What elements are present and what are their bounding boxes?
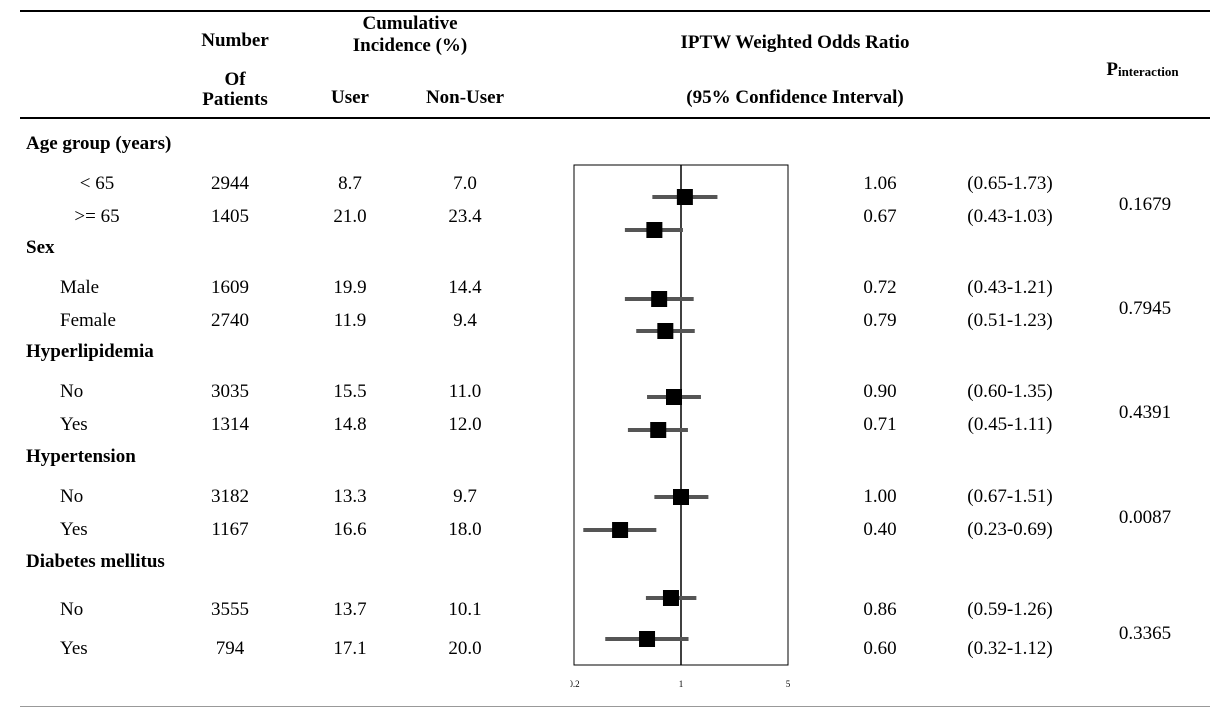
row-n: 2944	[211, 173, 249, 194]
row-label: >= 65	[74, 206, 120, 227]
group-label: Hypertension	[26, 446, 136, 467]
forest-plot: 0.2 1 5	[570, 164, 791, 689]
row-label: Yes	[60, 638, 88, 659]
header-p-sub: interaction	[1117, 64, 1179, 79]
or-marker	[639, 631, 656, 647]
or-marker	[612, 522, 629, 538]
row-or-text: 1.06	[863, 173, 897, 194]
group-label: Age group (years)	[26, 133, 172, 154]
row-nonuser: 23.4	[448, 206, 482, 227]
tick-label: 5	[786, 679, 791, 689]
header-of: Of	[224, 69, 246, 90]
or-marker	[665, 389, 682, 405]
row-label: No	[60, 599, 84, 620]
header-non-user: Non-User	[425, 87, 505, 108]
row-or-text: 0.90	[863, 381, 897, 402]
header-user: User	[331, 87, 369, 108]
row-user: 13.3	[333, 486, 367, 507]
or-marker	[662, 590, 679, 606]
row-ci-text: (0.59-1.26)	[967, 599, 1053, 620]
row-or-text: 0.67	[863, 206, 897, 227]
row-ci-text: (0.67-1.51)	[967, 486, 1053, 507]
row-nonuser: 9.7	[453, 486, 477, 507]
row-n: 1167	[211, 519, 249, 540]
or-marker	[650, 422, 667, 438]
header-rule	[20, 117, 1210, 119]
row-nonuser: 12.0	[448, 414, 482, 435]
row-or-text: 0.79	[863, 310, 897, 331]
row-user: 16.6	[333, 519, 367, 540]
row-nonuser: 11.0	[448, 381, 482, 402]
row-nonuser: 20.0	[448, 638, 482, 659]
row-n: 794	[215, 638, 245, 659]
row-n: 1314	[211, 414, 249, 435]
row-nonuser: 9.4	[453, 310, 477, 331]
row-user: 11.9	[333, 310, 367, 331]
or-marker	[673, 489, 689, 505]
or-marker	[651, 291, 668, 307]
row-label: Yes	[60, 414, 88, 435]
row-ci-text: (0.51-1.23)	[967, 310, 1053, 331]
row-n: 3182	[211, 486, 249, 507]
row-ci-text: (0.43-1.21)	[967, 277, 1053, 298]
header-p-main: P	[1106, 59, 1118, 80]
row-ci-text: (0.43-1.03)	[967, 206, 1053, 227]
row-user: 19.9	[333, 277, 367, 298]
group-label: Hyperlipidemia	[26, 341, 154, 362]
row-n: 1405	[211, 206, 249, 227]
p-interaction-value: 0.7945	[1118, 297, 1172, 319]
group-label: Diabetes mellitus	[26, 551, 165, 572]
row-ci-text: (0.60-1.35)	[967, 381, 1053, 402]
row-label: Male	[60, 277, 100, 298]
row-user: 17.1	[333, 638, 367, 659]
row-label: Female	[60, 310, 116, 331]
p-interaction-value: 0.3365	[1118, 622, 1172, 644]
row-n: 2740	[211, 310, 249, 331]
row-n: 3555	[211, 599, 249, 620]
row-n: 3035	[211, 381, 249, 402]
or-marker	[657, 323, 674, 339]
p-interaction-value: 0.1679	[1118, 193, 1172, 215]
top-rule	[20, 10, 1210, 12]
group-label: Sex	[26, 237, 55, 258]
row-ci-text: (0.23-0.69)	[967, 519, 1053, 540]
or-marker	[676, 189, 693, 205]
header-patients: Patients	[202, 89, 268, 110]
header-confidence-interval: (95% Confidence Interval)	[686, 87, 904, 108]
header-p-interaction: Pinteraction	[1085, 60, 1200, 82]
bottom-rule	[20, 706, 1210, 707]
row-or-text: 0.71	[863, 414, 897, 435]
row-or-text: 0.60	[863, 638, 897, 659]
row-label: No	[60, 486, 84, 507]
row-or-text: 1.00	[863, 486, 897, 507]
row-or-text: 0.72	[863, 277, 897, 298]
row-label: No	[60, 381, 84, 402]
p-interaction-value: 0.4391	[1118, 401, 1172, 423]
row-nonuser: 14.4	[448, 277, 482, 298]
tick-label: 1	[679, 679, 684, 689]
row-nonuser: 10.1	[448, 599, 482, 620]
p-interaction-value: 0.0087	[1118, 506, 1172, 528]
row-ci-text: (0.65-1.73)	[967, 173, 1053, 194]
row-nonuser: 18.0	[448, 519, 482, 540]
row-ci-text: (0.32-1.12)	[967, 638, 1053, 659]
row-user: 13.7	[333, 599, 367, 620]
row-label: Yes	[60, 519, 88, 540]
or-marker	[646, 222, 663, 238]
header-incidence: Incidence (%)	[352, 35, 468, 56]
header-number: Number	[201, 30, 269, 51]
row-user: 14.8	[333, 414, 367, 435]
row-user: 15.5	[333, 381, 367, 402]
row-ci-text: (0.45-1.11)	[967, 414, 1053, 435]
row-user: 21.0	[333, 206, 367, 227]
row-user: 8.7	[338, 173, 362, 194]
header-odds-ratio: IPTW Weighted Odds Ratio	[680, 32, 910, 53]
tick-label: 0.2	[570, 679, 580, 689]
header-cumulative: Cumulative	[362, 13, 458, 34]
row-or-text: 0.40	[863, 519, 897, 540]
row-nonuser: 7.0	[453, 173, 477, 194]
row-n: 1609	[211, 277, 249, 298]
row-label: < 65	[79, 173, 115, 194]
row-or-text: 0.86	[863, 599, 897, 620]
